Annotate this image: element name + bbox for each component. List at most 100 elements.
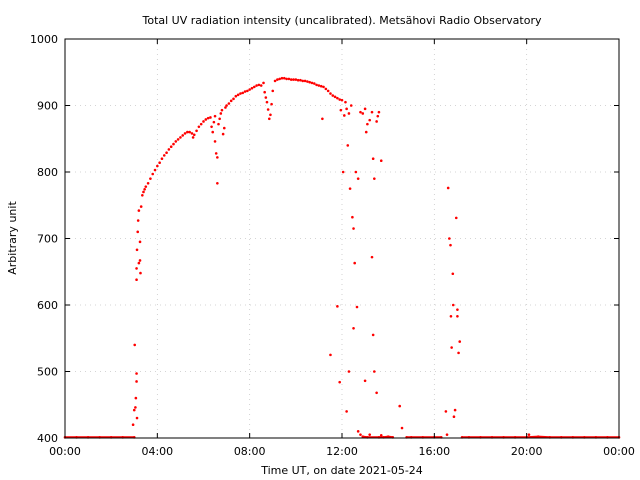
data-point bbox=[301, 79, 305, 83]
data-point bbox=[313, 82, 316, 85]
y-tick-label: 500 bbox=[37, 366, 58, 379]
data-point bbox=[371, 333, 375, 337]
data-point bbox=[282, 76, 286, 80]
data-point bbox=[135, 416, 139, 420]
data-point bbox=[353, 261, 356, 265]
y-tick-label: 800 bbox=[37, 166, 58, 179]
data-point bbox=[210, 125, 213, 129]
data-point bbox=[232, 97, 235, 101]
data-point bbox=[135, 380, 138, 383]
data-point bbox=[225, 104, 228, 107]
data-point bbox=[299, 78, 302, 82]
y-tick-label: 600 bbox=[37, 299, 58, 312]
data-point bbox=[239, 92, 242, 95]
data-point bbox=[264, 96, 268, 99]
data-point bbox=[214, 152, 218, 155]
data-point bbox=[144, 185, 148, 188]
data-point bbox=[352, 227, 355, 230]
baseline-segment bbox=[526, 435, 539, 439]
data-point bbox=[132, 408, 136, 412]
data-point bbox=[458, 340, 462, 343]
data-point bbox=[143, 187, 146, 191]
data-point bbox=[361, 112, 365, 115]
data-point bbox=[356, 430, 360, 433]
data-point bbox=[450, 346, 453, 349]
data-point bbox=[206, 116, 210, 120]
data-point bbox=[294, 78, 298, 81]
data-point bbox=[167, 148, 171, 151]
data-point bbox=[456, 308, 459, 311]
data-point bbox=[134, 406, 137, 409]
data-point bbox=[190, 132, 194, 135]
data-point bbox=[227, 102, 231, 105]
data-point bbox=[259, 84, 263, 87]
data-point bbox=[246, 89, 249, 93]
data-point bbox=[398, 404, 402, 408]
data-point bbox=[213, 140, 217, 143]
data-point bbox=[204, 118, 208, 121]
y-tick-label: 1000 bbox=[30, 33, 58, 46]
data-point bbox=[218, 117, 221, 121]
data-point bbox=[379, 434, 383, 437]
data-point bbox=[345, 107, 348, 111]
data-point bbox=[452, 415, 456, 419]
data-point bbox=[336, 96, 339, 100]
x-tick-label: 12:00 bbox=[326, 445, 358, 458]
data-point bbox=[347, 112, 351, 115]
data-point bbox=[179, 136, 182, 139]
data-point bbox=[252, 85, 256, 89]
data-point bbox=[363, 379, 367, 383]
data-point bbox=[220, 108, 224, 112]
data-point bbox=[133, 343, 137, 347]
data-point bbox=[241, 91, 245, 95]
data-point bbox=[197, 125, 201, 129]
data-point bbox=[343, 114, 346, 117]
data-point bbox=[449, 243, 452, 247]
data-point bbox=[243, 90, 247, 93]
data-point bbox=[217, 122, 220, 126]
data-point bbox=[368, 118, 372, 122]
y-tick-label: 400 bbox=[37, 432, 58, 445]
data-point bbox=[278, 77, 281, 81]
data-point bbox=[287, 77, 291, 81]
data-point bbox=[139, 205, 143, 208]
data-point bbox=[172, 142, 175, 146]
data-point bbox=[202, 120, 205, 123]
data-point bbox=[377, 110, 381, 114]
data-point bbox=[267, 117, 271, 121]
data-point bbox=[444, 410, 448, 413]
data-point bbox=[340, 98, 344, 102]
data-point bbox=[276, 78, 279, 81]
data-point bbox=[446, 186, 450, 190]
data-point bbox=[139, 271, 142, 275]
x-tick-label: 00:00 bbox=[603, 445, 635, 458]
data-point bbox=[181, 134, 185, 137]
data-point bbox=[236, 93, 240, 97]
data-point bbox=[136, 230, 140, 234]
data-point bbox=[454, 216, 458, 220]
data-point bbox=[191, 136, 195, 139]
data-point bbox=[195, 129, 198, 133]
data-point bbox=[176, 138, 180, 141]
data-point bbox=[338, 380, 341, 384]
data-point bbox=[329, 353, 332, 357]
data-point bbox=[199, 122, 203, 126]
data-point bbox=[149, 177, 152, 180]
data-point bbox=[348, 187, 352, 190]
data-point bbox=[336, 305, 339, 308]
data-point bbox=[216, 156, 219, 159]
baseline-segment bbox=[362, 435, 368, 439]
data-point bbox=[142, 190, 145, 194]
data-point bbox=[317, 84, 321, 87]
data-point bbox=[331, 94, 335, 97]
data-point bbox=[280, 76, 284, 80]
data-point bbox=[347, 370, 351, 373]
data-point bbox=[370, 255, 374, 259]
axis-ticks: 00:00 04:00 08:00 12:00 16:00 20:00 00:0040050… bbox=[30, 33, 635, 458]
data-point bbox=[266, 108, 270, 111]
data-point bbox=[375, 120, 378, 123]
data-point bbox=[186, 130, 189, 134]
data-point bbox=[257, 83, 261, 87]
data-point bbox=[456, 315, 459, 318]
